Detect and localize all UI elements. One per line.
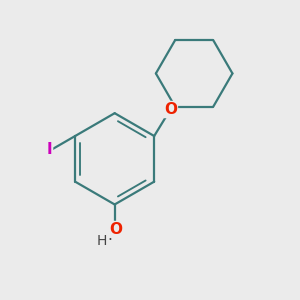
Text: H: H bbox=[96, 234, 106, 248]
Text: O: O bbox=[110, 222, 123, 237]
Text: O: O bbox=[164, 102, 177, 117]
Text: ·: · bbox=[107, 233, 112, 248]
Text: I: I bbox=[46, 142, 52, 157]
